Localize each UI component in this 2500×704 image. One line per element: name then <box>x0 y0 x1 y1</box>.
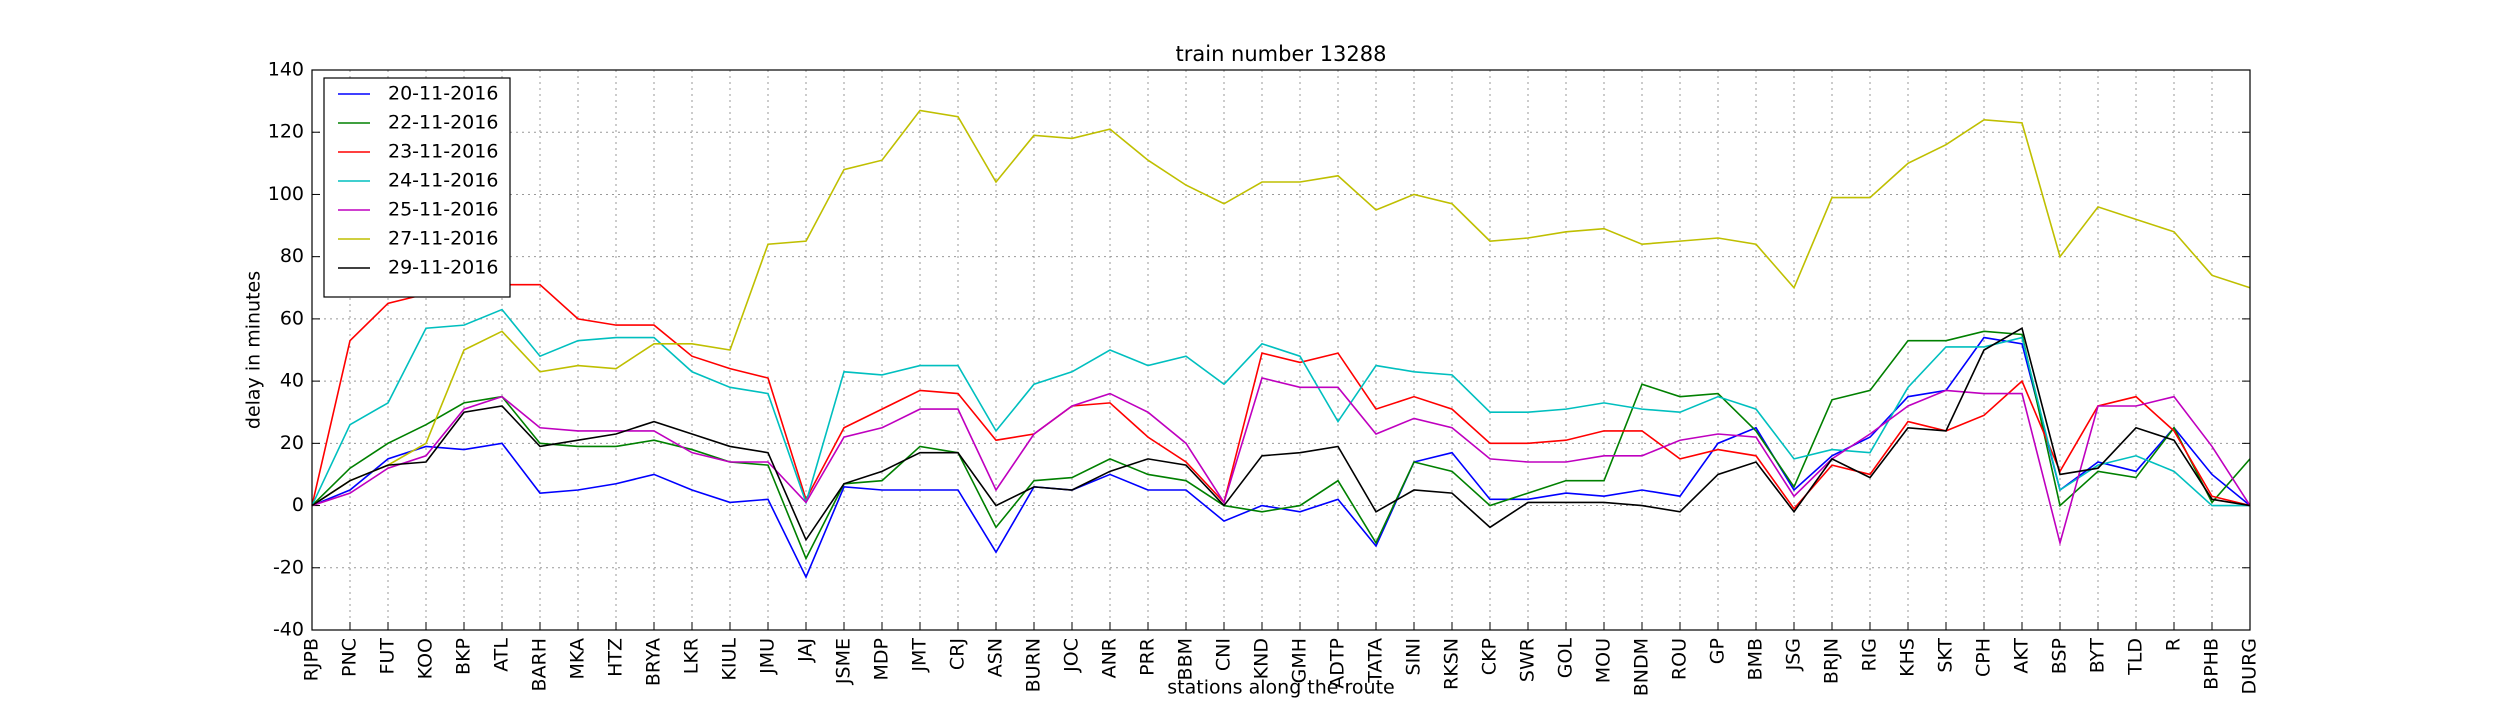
x-tick-label: JMT <box>909 638 931 673</box>
chart-title: train number 13288 <box>1176 42 1387 66</box>
x-tick-label: GMH <box>1289 638 1311 683</box>
y-tick-label: 0 <box>292 494 304 516</box>
x-tick-label: LKR <box>681 638 703 674</box>
y-tick-label: -20 <box>273 556 304 578</box>
x-tick-label: BBM <box>1175 638 1197 680</box>
x-tick-label: JSG <box>1783 638 1805 671</box>
y-tick-label: 40 <box>280 370 304 392</box>
y-tick-label: 100 <box>268 183 304 205</box>
x-tick-label: MDP <box>871 638 893 680</box>
x-tick-label: SINI <box>1403 638 1425 675</box>
x-tick-label: JAJ <box>795 638 817 663</box>
legend-box <box>323 77 511 298</box>
legend-label: 23-11-2016 <box>388 141 498 163</box>
x-tick-label: SKT <box>1935 638 1957 673</box>
x-tick-label: PRR <box>1137 638 1159 676</box>
series-line <box>311 336 2251 580</box>
x-tick-label: CKP <box>1479 638 1501 675</box>
x-tick-label: AKT <box>2011 638 2033 674</box>
series-line <box>311 327 2251 542</box>
x-tick-label: R <box>2163 638 2185 651</box>
x-tick-label: HTZ <box>605 638 627 677</box>
x-tick-label: JOC <box>1061 638 1083 673</box>
legend-label: 24-11-2016 <box>388 170 498 192</box>
x-tick-label: BMB <box>1745 638 1767 680</box>
y-tick-label: 140 <box>268 59 304 81</box>
x-tick-label: BRYA <box>643 638 665 686</box>
x-tick-label: KIUL <box>719 638 741 681</box>
series-line <box>311 377 2251 547</box>
plot-frame <box>311 69 2251 631</box>
x-tick-label: ATL <box>491 638 513 672</box>
legend-label: 29-11-2016 <box>388 257 498 279</box>
x-tick-label: KHS <box>1897 638 1919 677</box>
x-tick-label: RJPB <box>301 638 323 681</box>
x-tick-label: BARH <box>529 638 551 692</box>
x-tick-label: ASN <box>985 638 1007 677</box>
x-tick-label: BRJN <box>1821 638 1843 684</box>
x-tick-label: TATA <box>1365 638 1387 684</box>
x-tick-label: MKA <box>567 638 589 680</box>
legend-label: 25-11-2016 <box>388 199 498 221</box>
x-tick-label: BKP <box>453 638 475 675</box>
x-tick-label: ROU <box>1669 638 1691 680</box>
x-tick-label: BSP <box>2049 638 2071 674</box>
x-tick-label: GOL <box>1555 638 1577 679</box>
x-tick-label: JSME <box>833 638 855 685</box>
legend: 20-11-2016 22-11-2016 23-11-2016 24-11-2016… <box>323 77 511 298</box>
x-tick-label: SWR <box>1517 638 1539 682</box>
x-tick-label: KND <box>1251 638 1273 679</box>
x-tick-label: GP <box>1707 638 1729 664</box>
x-axis-label: stations along the route <box>1167 677 1394 699</box>
series-line <box>311 283 2251 510</box>
y-axis-label: delay in minutes <box>243 271 265 429</box>
y-tick-label: 80 <box>280 245 304 267</box>
x-tick-label: RIG <box>1859 638 1881 672</box>
x-tick-label: KOO <box>415 638 437 679</box>
x-tick-label: BYT <box>2087 638 2109 674</box>
y-tick-label: 20 <box>280 432 304 454</box>
x-tick-label: BURN <box>1023 638 1045 692</box>
x-tick-label: CPH <box>1973 638 1995 677</box>
x-tick-label: BPHB <box>2201 638 2223 690</box>
series-line <box>311 330 2251 561</box>
x-tick-label: BNDM <box>1631 638 1653 696</box>
x-tick-label: DURG <box>2239 638 2261 694</box>
x-tick-label: MOU <box>1593 638 1615 683</box>
legend-label: 27-11-2016 <box>388 228 498 250</box>
series-line <box>311 308 2250 507</box>
legend-label: 20-11-2016 <box>388 83 498 105</box>
x-tick-label: JMU <box>757 638 779 675</box>
x-tick-label: ANR <box>1099 638 1121 678</box>
y-tick-label: 60 <box>280 307 304 329</box>
x-tick-label: CRJ <box>947 638 969 670</box>
legend-label: 22-11-2016 <box>388 112 498 134</box>
x-tick-label: FUT <box>377 638 399 675</box>
x-tick-label: ADTP <box>1327 638 1349 689</box>
y-tick-label: -40 <box>273 619 304 641</box>
x-tick-label: CNI <box>1213 638 1235 671</box>
series-line <box>311 109 2251 507</box>
y-tick-label: 120 <box>268 121 304 143</box>
x-tick-label: PNC <box>339 638 361 677</box>
x-tick-label: TLD <box>2125 638 2147 676</box>
x-tick-label: RKSN <box>1441 638 1463 690</box>
